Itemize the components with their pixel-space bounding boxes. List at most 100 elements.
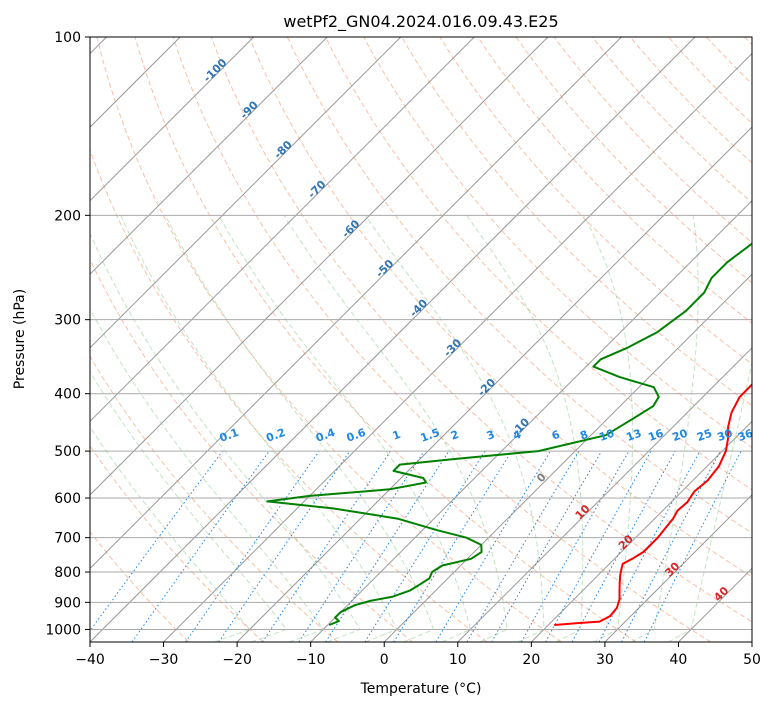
dry-adiabat (248, 37, 752, 578)
moist-adiabat (90, 426, 251, 642)
dry-adiabat (172, 37, 712, 642)
moist-adiabat (120, 215, 398, 642)
x-tick-label: 20 (522, 652, 540, 668)
isotherm-line (310, 199, 752, 642)
y-tick-label: 1000 (45, 622, 81, 638)
mixing-ratio-label: 13 (624, 427, 643, 444)
x-tick-label: −10 (296, 652, 326, 668)
isotherm-line (90, 37, 328, 275)
x-axis-label: Temperature (°C) (360, 681, 482, 697)
plot-frame (89, 36, 753, 643)
dry-adiabat (90, 531, 190, 642)
moist-adiabat (90, 307, 324, 642)
mixing-ratio-line (621, 450, 721, 642)
y-tick-label: 700 (54, 531, 81, 547)
mixing-ratio-label: 10 (597, 426, 616, 444)
isotherm-line (457, 347, 752, 642)
mixing-ratio-label: 1 (391, 428, 403, 443)
mixing-ratio-label: 3 (485, 428, 497, 443)
y-tick-label: 500 (54, 444, 81, 460)
mixing-ratio-label: 0.4 (314, 426, 337, 445)
dry-adiabat-label: 20 (616, 532, 636, 552)
x-tick-label: 10 (449, 652, 467, 668)
dry-adiabat (401, 37, 752, 407)
dry-adiabat (210, 37, 752, 623)
x-tick-label: −30 (149, 652, 179, 668)
isotherm-label: -20 (475, 376, 498, 399)
mixing-ratio-line (185, 450, 320, 642)
x-tick-label: 30 (596, 652, 614, 668)
moist-adiabat (283, 215, 508, 642)
isotherm-label: -90 (238, 98, 261, 121)
x-tick-label: 0 (380, 652, 389, 668)
mixing-ratio-line (393, 450, 513, 642)
y-tick-label: 600 (54, 491, 81, 507)
moist-adiabat (583, 215, 634, 642)
x-tick-label: 50 (743, 652, 761, 668)
dry-adiabat (439, 37, 752, 365)
dry-adiabat (515, 37, 752, 284)
isotherm-line (90, 37, 622, 570)
isotherm-label: -100 (201, 56, 230, 85)
mixing-ratio-line (90, 450, 223, 632)
dry-adiabat (90, 148, 488, 642)
dry-adiabat (477, 37, 752, 324)
dry-adiabat (90, 258, 413, 642)
isotherm-line (751, 641, 752, 642)
mixing-ratio-line (218, 450, 351, 642)
y-axis-label: Pressure (hPa) (12, 289, 28, 389)
mixing-ratio-line (435, 450, 551, 642)
mixing-ratio-label: 16 (646, 426, 665, 444)
dry-adiabat (90, 445, 264, 642)
dewpoint-profile (266, 242, 752, 626)
dry-adiabat (134, 37, 637, 642)
y-tick-label: 100 (54, 30, 81, 46)
mixing-ratio-label: 1.5 (419, 426, 442, 445)
x-tick-label: −40 (75, 652, 105, 668)
y-tick-label: 900 (54, 595, 81, 611)
dry-adiabat-label: 30 (662, 559, 682, 579)
mixing-ratio-line (262, 450, 391, 642)
pressure-grid (90, 36, 752, 630)
isotherm-line (90, 37, 255, 202)
mixing-ratio-line (643, 450, 742, 642)
mixing-ratio-line (571, 450, 676, 642)
mixing-ratio-label: 4 (511, 428, 523, 443)
isotherm-label: -80 (271, 138, 294, 161)
temperature-profile (554, 383, 752, 626)
mixing-ratio-label: 30 (715, 426, 734, 444)
dry-adiabat (744, 37, 752, 46)
moist-adiabat (364, 215, 545, 642)
mixing-ratio-label: 2 (449, 428, 461, 443)
dry-adiabat (706, 37, 752, 85)
mixing-ratio-label: 8 (578, 428, 590, 443)
moist-adiabat (630, 215, 699, 642)
dry-adiabat-label: 40 (711, 584, 731, 604)
dry-adiabat (668, 37, 752, 125)
dry-adiabat (553, 37, 752, 244)
chart-title: wetPf2_GN04.2024.016.09.43.E25 (283, 12, 558, 32)
y-tick-label: 400 (54, 387, 81, 403)
mixing-ratio-label: 0.6 (345, 426, 368, 445)
mixing-ratio-label: 0.1 (218, 426, 241, 445)
moist-adiabat (90, 232, 361, 642)
mixing-ratio-label: 6 (550, 428, 562, 443)
mixing-ratio-line (325, 450, 450, 642)
isotherm-label: -30 (441, 336, 464, 359)
y-tick-label: 300 (54, 313, 81, 329)
x-tick-label: −20 (222, 652, 252, 668)
isotherm-label: -60 (339, 217, 362, 240)
dry-adiabat (325, 37, 752, 491)
dry-adiabat (96, 37, 562, 642)
moist-adiabat (668, 360, 752, 642)
isotherm-label: -50 (373, 257, 396, 280)
x-tick-label: 40 (670, 652, 688, 668)
moist-adiabat (466, 215, 584, 642)
isotherm-line (236, 126, 752, 642)
y-tick-label: 800 (54, 565, 81, 581)
profiles (266, 242, 752, 626)
y-tick-label: 200 (54, 208, 81, 224)
